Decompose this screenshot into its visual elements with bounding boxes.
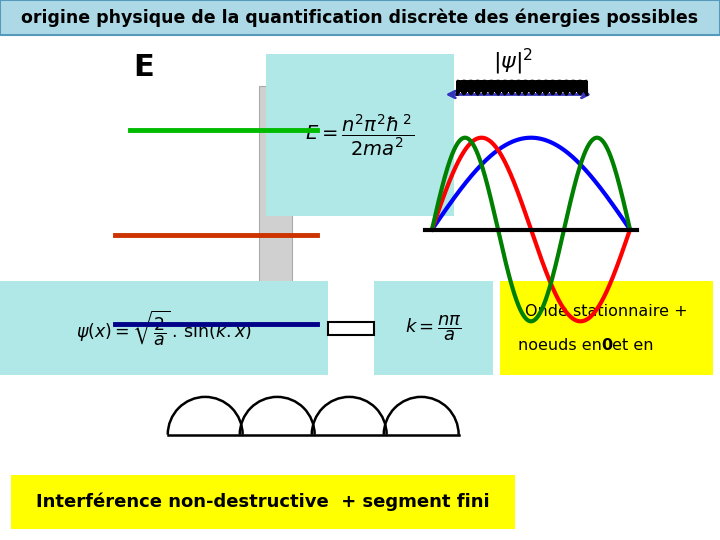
Bar [266, 54, 454, 216]
Bar [500, 281, 713, 375]
Text: $E = \dfrac{n^2\pi^2\hbar^{\,2}}{2ma^2}$: $E = \dfrac{n^2\pi^2\hbar^{\,2}}{2ma^2}$ [305, 112, 415, 158]
Text: $\psi(x) = \sqrt{\dfrac{2}{a}}\,.\,\sin(k.x)$: $\psi(x) = \sqrt{\dfrac{2}{a}}\,.\,\sin(… [76, 308, 252, 348]
Text: Interférence non-destructive  + segment fini: Interférence non-destructive + segment f… [36, 493, 490, 511]
Text: E: E [134, 53, 154, 82]
Text: noeuds en: noeuds en [518, 338, 606, 353]
Text: $|\psi|^2$: $|\psi|^2$ [493, 47, 534, 77]
Bar [374, 281, 493, 375]
Text: $k = \dfrac{n\pi}{a}$: $k = \dfrac{n\pi}{a}$ [405, 313, 462, 343]
Bar [11, 475, 515, 529]
Text: Onde stationnaire +: Onde stationnaire + [526, 303, 688, 319]
Text: origine physique de la quantification discrète des énergies possibles: origine physique de la quantification di… [22, 9, 698, 27]
Bar [0, 0, 720, 35]
Bar [0, 281, 328, 375]
Bar [328, 322, 374, 335]
Bar [259, 86, 292, 356]
Text: 0: 0 [601, 338, 612, 353]
Text: et en: et en [606, 338, 658, 353]
